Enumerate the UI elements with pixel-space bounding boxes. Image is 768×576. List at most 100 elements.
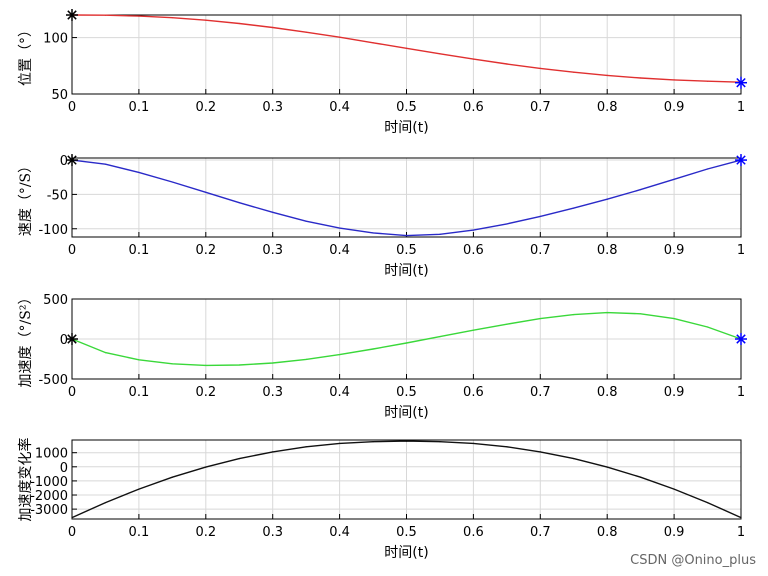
x-tick-label: 0.6 xyxy=(463,385,484,400)
x-tick-label: 0.2 xyxy=(195,100,216,115)
x-tick-label: 0.8 xyxy=(597,243,618,258)
data-point xyxy=(573,71,575,73)
x-tick-label: 0.3 xyxy=(262,525,283,540)
data-point xyxy=(305,358,307,360)
x-tick-label: 0.8 xyxy=(597,525,618,540)
data-point xyxy=(238,22,240,25)
x-tick-label: 0.6 xyxy=(463,525,484,540)
x-tick-label: 1 xyxy=(737,243,745,258)
data-point xyxy=(171,476,173,478)
y-tick-label: 0 xyxy=(60,461,68,476)
x-axis-label: 时间(t) xyxy=(384,545,428,561)
data-point xyxy=(171,363,173,365)
data-point xyxy=(272,451,274,453)
data-point xyxy=(673,488,675,490)
data-point xyxy=(272,211,274,213)
data-point xyxy=(606,466,608,468)
subplot-2: 0 0.1 0.2 0.3 0.4 0.5 0.6 0.7 0.8 0.9 1 -100 -50 0 时间(… xyxy=(18,154,747,279)
y-tick-label: -100 xyxy=(38,223,68,238)
data-point xyxy=(305,31,307,33)
x-tick-label: 0.9 xyxy=(664,525,685,540)
data-point xyxy=(272,26,274,29)
data-point xyxy=(640,77,642,79)
data-point xyxy=(472,58,474,60)
y-tick-label: 0 xyxy=(60,154,68,169)
x-tick-label: 0.9 xyxy=(664,385,685,400)
data-point xyxy=(706,502,709,504)
x-tick-label: 0 xyxy=(68,243,76,258)
x-tick-label: 0.2 xyxy=(195,385,216,400)
x-tick-label: 0.4 xyxy=(329,100,350,115)
data-point xyxy=(205,19,207,21)
data-point xyxy=(405,235,408,237)
data-point xyxy=(104,14,107,16)
x-tick-label: 0.3 xyxy=(262,385,283,400)
x-tick-label: 0.4 xyxy=(329,243,350,258)
subplot-4: 0 0.1 0.2 0.3 0.4 0.5 0.6 0.7 0.8 0.9 1 -3000-2000-… xyxy=(17,438,745,562)
data-point xyxy=(706,168,709,170)
x-tick-label: 0.7 xyxy=(530,100,551,115)
data-point xyxy=(640,189,642,191)
data-point xyxy=(104,352,107,354)
data-point xyxy=(238,364,240,366)
data-point xyxy=(238,458,240,460)
star-marker xyxy=(735,154,747,167)
data-point xyxy=(439,53,441,55)
x-tick-label: 0.5 xyxy=(396,525,417,540)
data-point xyxy=(104,163,107,165)
data-point xyxy=(71,516,73,519)
data-point xyxy=(405,440,408,442)
x-tick-label: 0.2 xyxy=(195,525,216,540)
data-point xyxy=(339,227,341,229)
x-tick-label: 0.3 xyxy=(262,100,283,115)
data-point xyxy=(439,233,441,235)
data-point xyxy=(472,229,474,231)
data-point xyxy=(372,42,374,44)
x-tick-label: 0.1 xyxy=(129,100,150,115)
star-marker xyxy=(66,154,78,167)
y-tick-label: 1000 xyxy=(35,447,68,462)
x-tick-label: 0 xyxy=(68,100,76,115)
x-tick-label: 0.4 xyxy=(329,385,350,400)
data-point xyxy=(506,63,508,65)
data-point xyxy=(405,47,408,49)
data-point xyxy=(640,313,642,315)
y-tick-label: -50 xyxy=(47,188,68,203)
data-point xyxy=(339,442,341,444)
y-axis-label: 加速度（°/S²） xyxy=(18,291,34,388)
data-point xyxy=(372,348,374,350)
data-point xyxy=(606,312,608,314)
data-point xyxy=(104,502,107,504)
data-point xyxy=(539,67,541,69)
data-point xyxy=(339,354,341,356)
y-tick-label: 0 xyxy=(60,333,68,348)
y-tick-label: 500 xyxy=(43,293,68,308)
x-axis-label: 时间(t) xyxy=(384,405,428,421)
data-point xyxy=(573,207,575,209)
data-point xyxy=(706,80,709,82)
x-tick-label: 0.7 xyxy=(530,243,551,258)
data-point xyxy=(372,232,374,234)
y-tick-label: -500 xyxy=(38,373,68,388)
data-point xyxy=(171,17,173,19)
y-axis-label: 位置（°） xyxy=(18,23,34,86)
data-point xyxy=(706,326,709,328)
y-tick-label: 50 xyxy=(51,88,68,103)
x-tick-label: 1 xyxy=(737,525,745,540)
x-tick-label: 0.6 xyxy=(463,243,484,258)
x-tick-label: 0.1 xyxy=(129,385,150,400)
y-tick-label: -3000 xyxy=(30,503,68,518)
data-point xyxy=(205,191,207,193)
data-point xyxy=(238,202,240,204)
subplot-1: 0 0.1 0.2 0.3 0.4 0.5 0.6 0.7 0.8 0.9 1 50 100 时间(t) 位… xyxy=(18,9,747,136)
x-tick-label: 0 xyxy=(68,385,76,400)
data-point xyxy=(506,446,508,448)
data-point xyxy=(606,198,608,200)
data-point xyxy=(138,15,140,17)
data-point xyxy=(673,318,675,320)
x-tick-label: 0 xyxy=(68,525,76,540)
data-point xyxy=(405,342,408,344)
data-point xyxy=(573,314,575,316)
x-tick-label: 0.8 xyxy=(597,385,618,400)
